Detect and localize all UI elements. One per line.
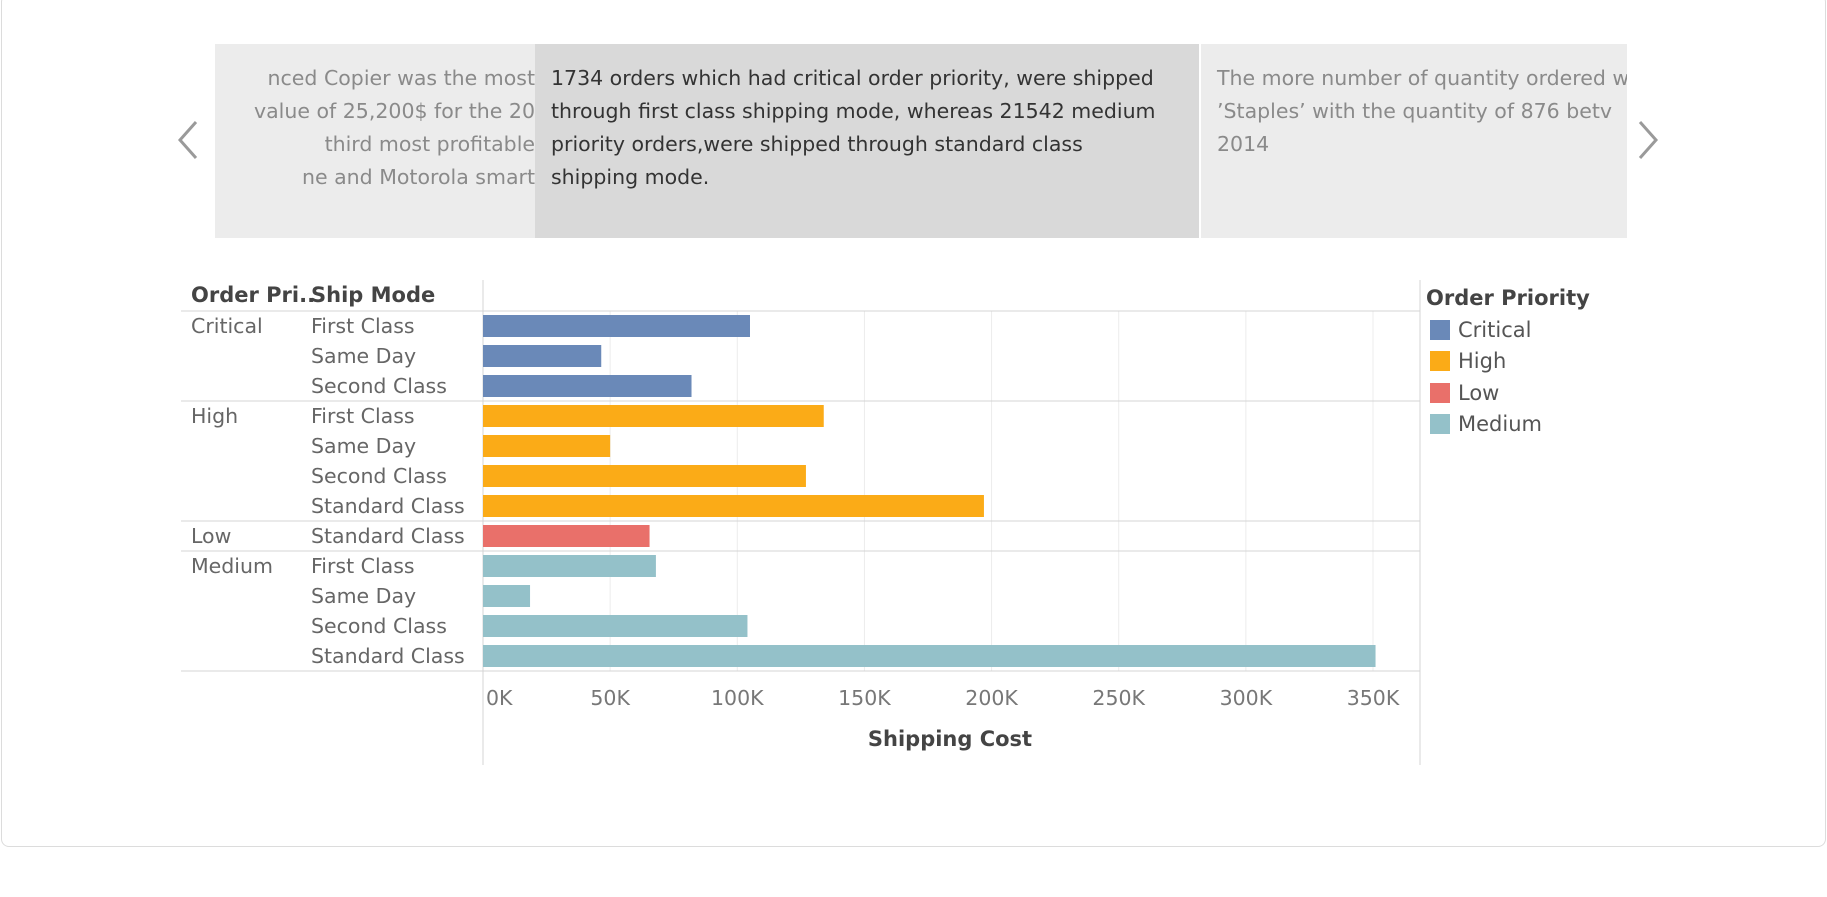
legend-label: Critical xyxy=(1458,317,1532,342)
x-tick-label: 50K xyxy=(590,686,630,710)
x-tick-label: 350K xyxy=(1347,686,1400,710)
card-line: 2014 xyxy=(1217,132,1270,156)
bar-low xyxy=(483,525,650,547)
legend-swatch xyxy=(1430,319,1450,340)
ship-mode-label: Same Day xyxy=(311,434,416,458)
insight-card-next[interactable]: The more number of quantity ordered w ’S… xyxy=(1201,44,1627,238)
bar-critical xyxy=(483,315,750,337)
card-line: value of 25,200$ for the 20 xyxy=(253,99,535,123)
legend-item-high[interactable]: High xyxy=(1426,346,1590,378)
legend-title: Order Priority xyxy=(1426,286,1590,310)
legend-label: Medium xyxy=(1458,412,1542,437)
legend-label: Low xyxy=(1458,380,1500,405)
bar-high xyxy=(483,435,611,457)
legend-swatch xyxy=(1430,414,1450,435)
card-line: ’Staples’ with the quantity of 876 betv xyxy=(1217,99,1613,123)
x-tick-label: 250K xyxy=(1092,686,1145,710)
bar-critical xyxy=(483,375,692,397)
ship-mode-label: Standard Class xyxy=(311,494,465,518)
bar-medium xyxy=(483,555,656,577)
carousel-next-button[interactable] xyxy=(1628,110,1668,170)
legend-item-low[interactable]: Low xyxy=(1426,377,1590,409)
ship-mode-label: Second Class xyxy=(311,374,447,398)
bar-high xyxy=(483,465,806,487)
bar-medium xyxy=(483,615,748,637)
bar-medium xyxy=(483,585,531,607)
order-priority-label: Medium xyxy=(191,554,273,578)
card-line: through first class shipping mode, where… xyxy=(551,99,1156,123)
order-priority-label: High xyxy=(191,404,238,428)
bar-high xyxy=(483,495,984,517)
bar-high xyxy=(483,405,824,427)
insight-card-previous[interactable]: nced Copier was the most value of 25,200… xyxy=(215,44,535,238)
order-priority-label: Critical xyxy=(191,314,263,338)
legend-label: High xyxy=(1458,349,1507,374)
insight-card-current[interactable]: 1734 orders which had critical order pri… xyxy=(535,44,1199,238)
bar-critical xyxy=(483,345,602,367)
x-tick-label: 0K xyxy=(486,686,513,710)
legend: Order Priority Critical High Low Medium xyxy=(1426,286,1590,440)
ship-mode-label: Second Class xyxy=(311,614,447,638)
card-line: nced Copier was the most xyxy=(267,66,535,90)
carousel-prev-button[interactable] xyxy=(168,110,208,170)
ship-mode-label: First Class xyxy=(311,404,415,428)
header-order-priority: Order Pri.. xyxy=(191,283,315,307)
card-line: shipping mode. xyxy=(551,165,710,189)
bar-medium xyxy=(483,645,1376,667)
x-axis-title: Shipping Cost xyxy=(868,727,1032,751)
chevron-left-icon xyxy=(177,121,198,159)
header-ship-mode: Ship Mode xyxy=(311,283,435,307)
legend-item-medium[interactable]: Medium xyxy=(1426,409,1590,441)
ship-mode-label: Standard Class xyxy=(311,524,465,548)
ship-mode-label: Second Class xyxy=(311,464,447,488)
ship-mode-label: Standard Class xyxy=(311,644,465,668)
chevron-right-icon xyxy=(1638,121,1659,159)
x-tick-label: 100K xyxy=(711,686,764,710)
ship-mode-label: First Class xyxy=(311,314,415,338)
legend-item-critical[interactable]: Critical xyxy=(1426,314,1590,346)
legend-swatch xyxy=(1430,351,1450,372)
order-priority-label: Low xyxy=(191,524,231,548)
ship-mode-label: Same Day xyxy=(311,344,416,368)
card-line: ne and Motorola smart xyxy=(302,165,535,189)
card-line: third most profitable xyxy=(324,132,535,156)
legend-swatch xyxy=(1430,382,1450,403)
x-tick-label: 300K xyxy=(1220,686,1273,710)
x-tick-label: 200K xyxy=(965,686,1018,710)
insight-carousel: nced Copier was the most value of 25,200… xyxy=(215,44,1627,238)
card-line: priority orders,were shipped through sta… xyxy=(551,132,1083,156)
card-line: 1734 orders which had critical order pri… xyxy=(551,66,1154,90)
ship-mode-label: First Class xyxy=(311,554,415,578)
ship-mode-label: Same Day xyxy=(311,584,416,608)
card-line: The more number of quantity ordered w xyxy=(1217,66,1627,90)
x-tick-label: 150K xyxy=(838,686,891,710)
